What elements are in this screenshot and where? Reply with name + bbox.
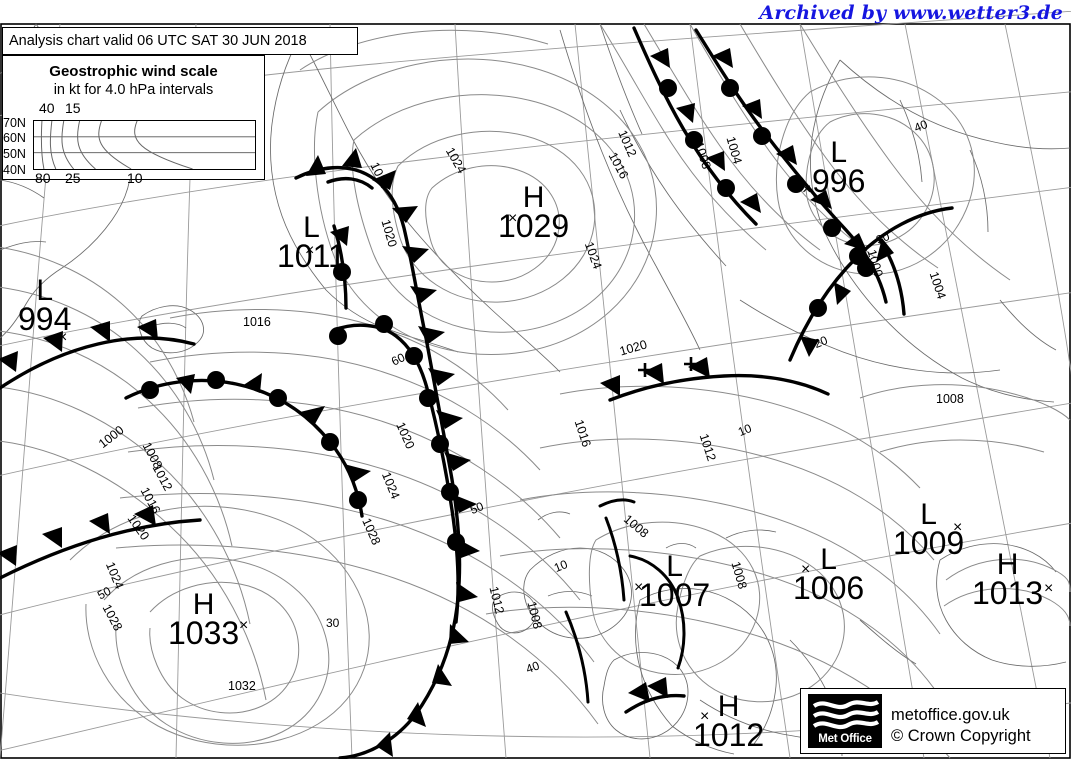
- chart-frame: [0, 23, 1071, 759]
- analysis-title: Analysis chart valid 06 UTC SAT 30 JUN 2…: [9, 33, 307, 49]
- trough-2: [628, 554, 686, 670]
- pressure-centre-marker: ×: [58, 329, 68, 346]
- title-box: Analysis chart valid 06 UTC SAT 30 JUN 2…: [2, 27, 358, 55]
- pressure-centre-letter: L: [830, 136, 848, 169]
- cold-front-symbols-l994: [0, 319, 158, 372]
- wind-scale-subtitle: in kt for 4.0 hPa intervals: [53, 82, 214, 98]
- pressure-centre-marker: ×: [634, 579, 644, 596]
- pressure-centre-value: 1007: [639, 577, 711, 613]
- metoffice-logo-name: Met Office: [818, 733, 872, 745]
- wind-scale-lat-60n: 60N: [3, 131, 26, 145]
- pressure-centre-letter: H: [192, 588, 215, 621]
- trough-4: [598, 498, 636, 508]
- pressure-centre-letter: H: [717, 690, 740, 723]
- pressure-centre-marker: ×: [953, 519, 963, 536]
- wind-scale-graph: [33, 120, 256, 170]
- pressure-centre-value: 994: [18, 301, 72, 337]
- pressure-centre-value: 1009: [893, 525, 965, 561]
- pressure-centre-l-1009: L 1009: [893, 498, 965, 561]
- wind-scale-bottom-label-25: 25: [65, 170, 81, 186]
- trough-3: [564, 610, 590, 704]
- pressure-centre-h-1013: H 1013: [972, 548, 1044, 611]
- pressure-centre-marker: ×: [305, 242, 315, 259]
- pressure-centre-letter: L: [820, 543, 837, 576]
- pressure-centre-h-1033: H 1033: [168, 588, 240, 651]
- wind-scale-top-label-40: 40: [39, 100, 55, 116]
- archived-banner: Archived by www.wetter3.de: [759, 2, 1063, 24]
- pressure-centre-marker: ×: [508, 210, 518, 227]
- pressure-centre-marker: ×: [801, 561, 811, 578]
- cold-front-symbols-greenland: [0, 505, 156, 566]
- pressure-centre-value: 1012: [693, 717, 765, 753]
- pressure-centre-marker: ×: [1044, 580, 1054, 597]
- pressure-centre-h-1029: H 1029: [498, 181, 570, 244]
- pressure-centre-marker: ×: [239, 617, 249, 634]
- metoffice-logo-box: Met Office metoffice.gov.uk © Crown Copy…: [800, 688, 1066, 754]
- pressure-centre-value: 1013: [972, 575, 1044, 611]
- pressure-centre-value: 1006: [793, 570, 865, 606]
- wind-scale-title: Geostrophic wind scale: [49, 63, 218, 80]
- fronts: [0, 26, 954, 759]
- wind-scale-top-label-15: 15: [65, 100, 81, 116]
- crown-copyright: © Crown Copyright: [891, 727, 1031, 745]
- geostrophic-wind-scale-box: Geostrophic wind scale in kt for 4.0 hPa…: [2, 55, 265, 186]
- pressure-centre-l-1007: L 1007: [639, 550, 711, 613]
- occluded-symbols-north: [650, 48, 761, 213]
- wind-scale-lat-40n: 40N: [3, 163, 26, 177]
- wind-scale-bottom-label-10: 10: [127, 170, 143, 186]
- pressure-centre-l-1011: L 1011: [277, 211, 346, 274]
- grid-label-30: 30: [326, 616, 340, 630]
- metoffice-url: metoffice.gov.uk: [891, 706, 1010, 724]
- pressure-centre-letter: L: [920, 498, 937, 531]
- pressure-centre-letter: L: [303, 211, 320, 244]
- pressure-centre-value: 1011: [277, 238, 346, 274]
- cold-front-symbols-baltic: [600, 357, 710, 396]
- pressure-centre-value: 1029: [498, 208, 570, 244]
- pressure-centre-letter: L: [666, 550, 683, 583]
- pressure-centre-marker: ×: [700, 708, 710, 725]
- isobar-label-1008: 1008: [936, 392, 964, 406]
- occluded-symbols-l994: [141, 371, 371, 509]
- pressure-centre-letter: H: [522, 181, 545, 214]
- wind-scale-bottom-label-80: 80: [35, 170, 51, 186]
- trough-1: [604, 516, 626, 602]
- warm-front-symbols-par: [329, 315, 465, 551]
- pressure-centre-h-1012: H 1012: [693, 690, 765, 753]
- occluded-symbols-ne: [712, 48, 875, 277]
- trough-plus-symbols: [638, 357, 698, 377]
- pressure-centre-l-1006: L 1006: [793, 543, 865, 606]
- metoffice-logo-mark: Met Office: [808, 694, 882, 748]
- cold-front-symbols-main: [306, 148, 480, 757]
- wind-scale-lat-70n: 70N: [3, 116, 26, 130]
- pressure-centre-l-994: L 994: [18, 274, 72, 337]
- occluded-symbols-1011: [330, 226, 351, 281]
- pressure-centre-l-996: L 996: [812, 136, 866, 199]
- pressure-centre-marker: ×: [802, 181, 812, 198]
- pressure-centre-value: 996: [812, 163, 866, 199]
- wind-scale-lat-50n: 50N: [3, 147, 26, 161]
- pressure-centre-letter: L: [36, 274, 54, 307]
- cold-front-symbols-bottom: [628, 677, 668, 702]
- isobar-label-1016: 1016: [243, 315, 271, 329]
- pressure-centre-letter: H: [996, 548, 1019, 581]
- isobar-label-1032: 1032: [228, 679, 256, 693]
- pressure-centre-value: 1033: [168, 615, 240, 651]
